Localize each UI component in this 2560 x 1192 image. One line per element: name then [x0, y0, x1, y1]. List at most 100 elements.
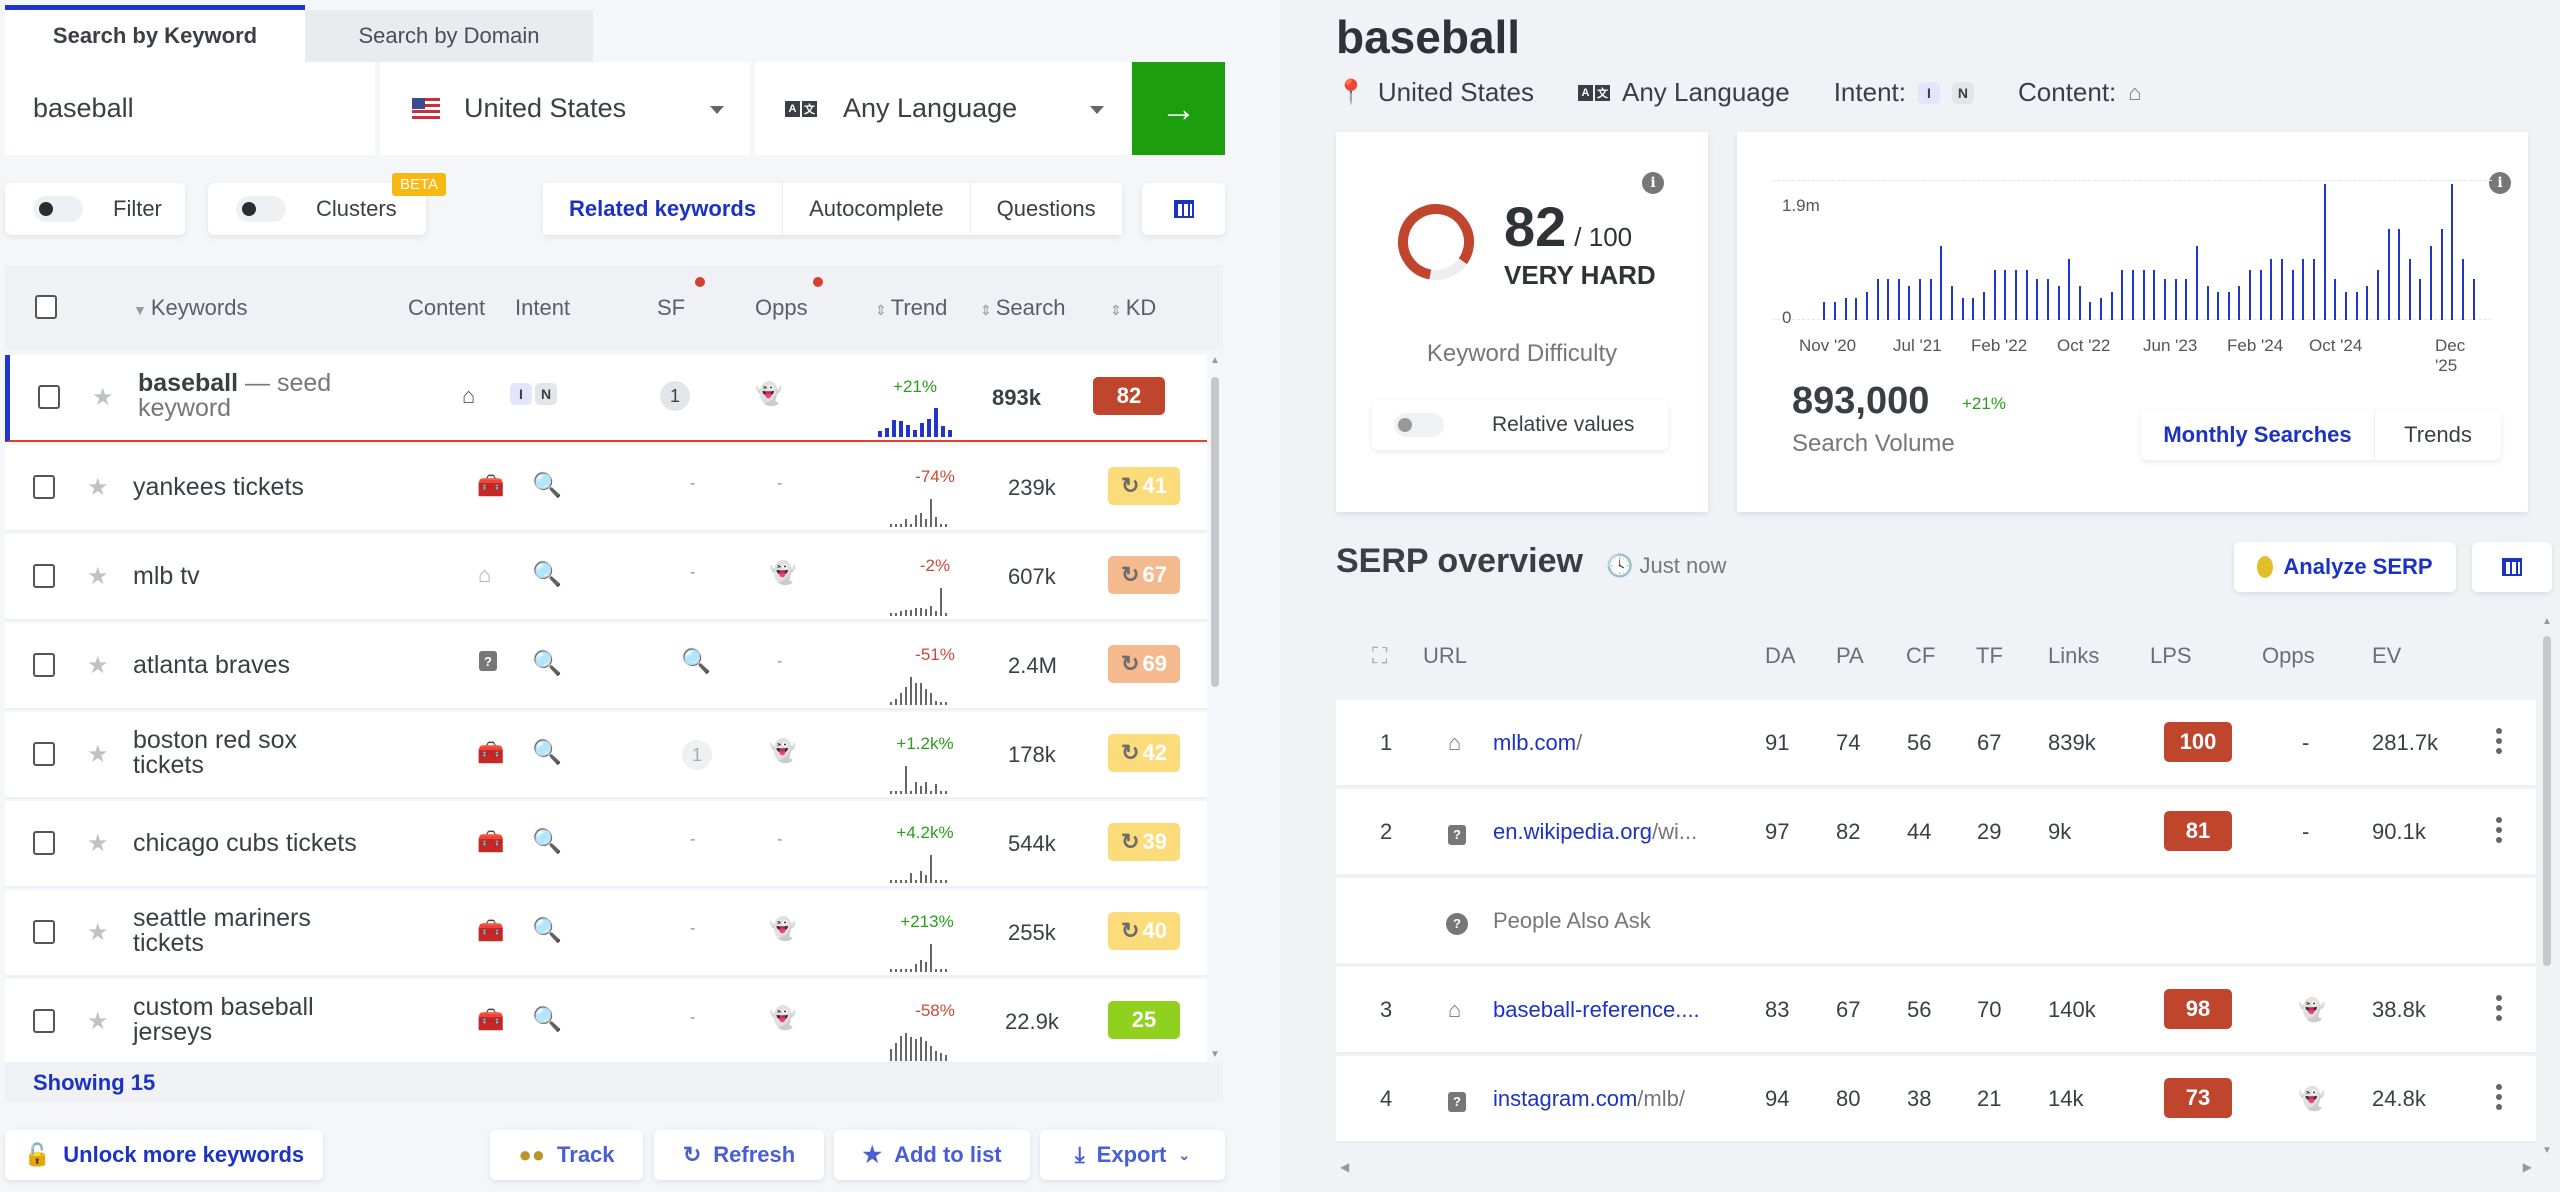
serp-url[interactable]: baseball-reference.... — [1493, 997, 1700, 1023]
star-icon[interactable]: ★ — [87, 1008, 109, 1035]
chart-bar[interactable] — [2110, 292, 2113, 320]
refresh-icon[interactable]: ↻ — [1121, 918, 1140, 943]
more-options-icon[interactable] — [2496, 817, 2502, 843]
chart-bar[interactable] — [1887, 279, 1890, 320]
unlock-more-keywords-button[interactable]: 🔓 Unlock more keywords — [5, 1130, 323, 1180]
chart-bar[interactable] — [2185, 279, 2188, 320]
tab-questions[interactable]: Questions — [970, 183, 1122, 235]
star-icon[interactable]: ★ — [87, 474, 109, 501]
row-checkbox[interactable] — [33, 920, 55, 944]
header-tf[interactable]: TF — [1976, 643, 2003, 668]
serp-horizontal-scrollbar[interactable]: ◀ ▶ — [1336, 1160, 2536, 1180]
chart-bar[interactable] — [1855, 298, 1858, 320]
clusters-toggle[interactable]: Clusters — [208, 183, 426, 235]
chart-bar[interactable] — [1951, 286, 1954, 320]
chart-bar[interactable] — [2387, 229, 2390, 320]
table-scrollbar[interactable]: ▲ ▼ — [1208, 355, 1222, 1060]
serp-row[interactable]: 3 ⌂ baseball-reference.... 83 67 56 70 1… — [1336, 967, 2536, 1054]
chart-bar[interactable] — [2121, 270, 2124, 320]
serp-row[interactable]: 1 ⌂ mlb.com/ 91 74 56 67 839k 100 - 281.… — [1336, 700, 2536, 787]
chart-bar[interactable] — [1919, 279, 1922, 320]
chart-bar[interactable] — [1961, 298, 1964, 320]
chart-bar[interactable] — [2227, 292, 2230, 320]
table-row[interactable]: ★ chicago cubs tickets 🧰 🔍 - - +4.2k% 54… — [5, 801, 1207, 888]
scroll-right-arrow[interactable]: ▶ — [2522, 1160, 2532, 1174]
keyword-text[interactable]: atlanta braves — [133, 651, 291, 679]
header-search[interactable]: ⇕ Search — [980, 295, 1065, 321]
filter-toggle[interactable]: Filter — [5, 183, 185, 235]
star-icon[interactable]: ★ — [87, 919, 109, 946]
row-checkbox[interactable] — [33, 1009, 55, 1033]
star-icon[interactable]: ★ — [87, 741, 109, 768]
table-row[interactable]: ★ boston red sox tickets 🧰 🔍 1 👻 +1.2k% … — [5, 712, 1207, 799]
chart-bar[interactable] — [2440, 229, 2443, 320]
scroll-thumb[interactable] — [2543, 636, 2551, 966]
toggle-switch[interactable] — [1394, 413, 1444, 437]
chart-bar[interactable] — [2057, 286, 2060, 320]
header-keywords[interactable]: ▼ Keywords — [133, 295, 247, 321]
chart-bar[interactable] — [1993, 270, 1996, 320]
tab-related-keywords[interactable]: Related keywords — [543, 183, 784, 235]
row-checkbox[interactable] — [33, 475, 55, 499]
chart-bar[interactable] — [1844, 298, 1847, 320]
chart-bar[interactable] — [2004, 270, 2007, 320]
star-icon[interactable]: ★ — [87, 830, 109, 857]
chart-bar[interactable] — [2313, 259, 2315, 320]
refresh-icon[interactable]: ↻ — [1121, 740, 1140, 765]
chart-bar[interactable] — [1940, 246, 1943, 320]
serp-url[interactable]: instagram.com/mlb/ — [1493, 1086, 1685, 1112]
export-button[interactable]: ⤓ Export ⌄ — [1040, 1130, 1225, 1180]
chart-bar[interactable] — [2344, 292, 2347, 320]
columns-button[interactable] — [1142, 183, 1225, 235]
serp-row[interactable]: 4 ? instagram.com/mlb/ 94 80 38 21 14k 7… — [1336, 1056, 2536, 1143]
row-checkbox[interactable] — [33, 653, 55, 677]
chart-bar[interactable] — [1929, 279, 1932, 320]
analyze-serp-button[interactable]: Analyze SERP — [2234, 542, 2456, 592]
refresh-icon[interactable]: ↻ — [1121, 473, 1140, 498]
serp-url[interactable]: mlb.com/ — [1493, 730, 1582, 756]
keyword-input[interactable]: baseball — [5, 62, 375, 155]
table-row[interactable]: ★ mlb tv ⌂ 🔍 - 👻 -2% 607k ↻ 67 — [5, 534, 1207, 621]
more-options-icon[interactable] — [2496, 728, 2502, 754]
search-go-button[interactable]: → — [1132, 62, 1225, 155]
select-all-checkbox[interactable] — [35, 295, 57, 319]
refresh-icon[interactable]: ↻ — [1121, 829, 1140, 854]
chart-bar[interactable] — [2238, 286, 2241, 320]
keyword-text[interactable]: custom baseball jerseys — [133, 993, 314, 1046]
tab-search-by-keyword[interactable]: Search by Keyword — [5, 5, 305, 62]
chart-bar[interactable] — [2153, 270, 2156, 320]
country-select[interactable]: United States — [380, 62, 750, 155]
chart-bar[interactable] — [2334, 279, 2337, 320]
add-to-list-button[interactable]: ★ Add to list — [834, 1130, 1030, 1180]
table-row[interactable]: ★ yankees tickets 🧰 🔍 - - -74% 239k ↻ 41 — [5, 445, 1207, 532]
tab-monthly-searches[interactable]: Monthly Searches — [2141, 410, 2375, 460]
chart-bar[interactable] — [2249, 270, 2252, 320]
chart-bar[interactable] — [2025, 270, 2028, 320]
serp-url[interactable]: en.wikipedia.org/wi... — [1493, 819, 1697, 845]
chart-bar[interactable] — [2206, 286, 2209, 320]
chart-bar[interactable] — [2419, 279, 2422, 320]
chart-bar[interactable] — [2100, 298, 2103, 320]
header-lps[interactable]: LPS — [2150, 643, 2192, 668]
keyword-text[interactable]: boston red sox tickets — [133, 726, 297, 779]
info-icon[interactable]: i — [2489, 172, 2511, 194]
expand-icon[interactable]: ⛶ — [1372, 643, 1388, 668]
chart-bar[interactable] — [1908, 286, 1911, 320]
chart-bar[interactable] — [2366, 286, 2369, 320]
keyword-text[interactable]: seattle mariners tickets — [133, 904, 311, 957]
chart-bar[interactable] — [2291, 270, 2294, 320]
header-pa[interactable]: PA — [1836, 643, 1864, 668]
table-row[interactable]: ★ custom baseball jerseys 🧰 🔍 - 👻 -58% 2… — [5, 979, 1207, 1062]
chart-bar[interactable] — [2163, 279, 2166, 320]
star-icon[interactable]: ★ — [92, 384, 114, 411]
chart-bar[interactable] — [2089, 302, 2092, 320]
chart-bar[interactable] — [1897, 279, 1900, 320]
header-da[interactable]: DA — [1765, 643, 1796, 668]
row-checkbox[interactable] — [33, 564, 55, 588]
star-icon[interactable]: ★ — [87, 563, 109, 590]
tab-trends[interactable]: Trends — [2404, 422, 2472, 447]
header-trend[interactable]: ⇕ Trend — [875, 295, 947, 321]
chart-bar[interactable] — [2259, 270, 2262, 320]
scroll-up-arrow[interactable]: ▲ — [2542, 616, 2552, 627]
star-icon[interactable]: ★ — [87, 652, 109, 679]
